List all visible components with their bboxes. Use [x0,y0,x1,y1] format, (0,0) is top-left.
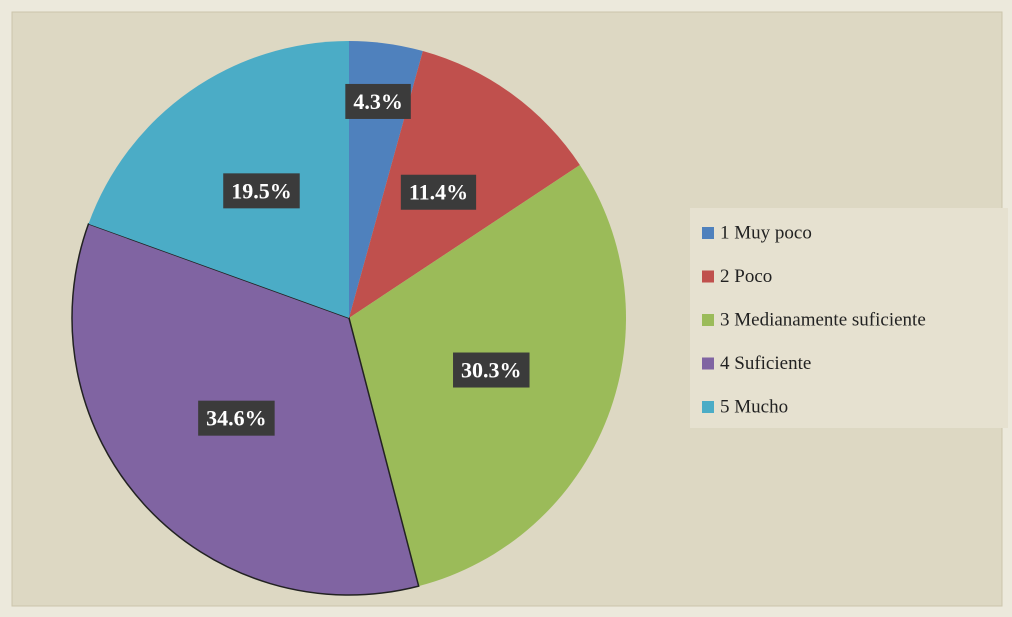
pie-slice [88,41,349,318]
data-label: 11.4% [409,180,468,205]
legend-marker [702,314,714,326]
data-label: 19.5% [231,178,292,203]
data-label-box [400,174,477,210]
legend-marker [702,227,714,239]
legend-label: 1 Muy poco [720,222,812,243]
legend-label: 5 Mucho [720,396,788,417]
data-label: 34.6% [206,406,267,431]
legend-marker [702,401,714,413]
legend-marker [702,270,714,283]
data-label-box [345,83,411,119]
data-label: 4.3% [353,89,403,114]
data-label: 30.3% [461,358,522,383]
data-label-box [198,400,275,436]
data-label-box [223,173,300,209]
data-label-box [453,352,530,388]
legend-label: 4 Suficiente [720,353,811,374]
legend-marker [702,357,714,370]
legend [690,208,1008,428]
legend-label: 2 Poco [720,266,772,287]
legend-label: 3 Medianamente suficiente [720,309,926,330]
